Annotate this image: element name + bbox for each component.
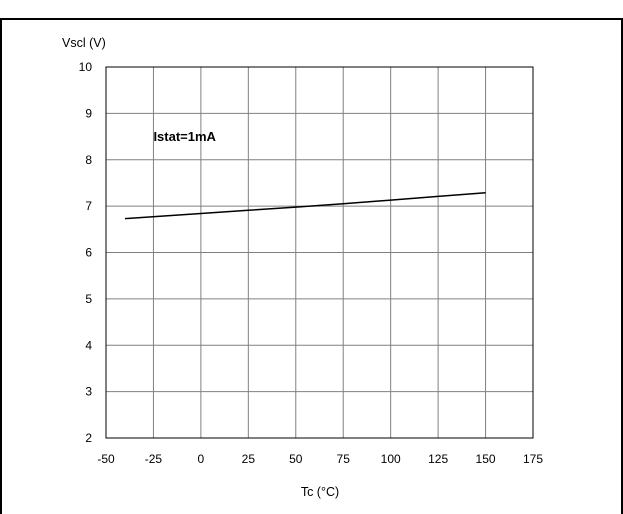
x-tick-label: 25	[242, 452, 256, 466]
x-tick-label: 125	[428, 452, 448, 466]
x-tick-label: 175	[523, 452, 543, 466]
x-tick-label: 50	[289, 452, 303, 466]
figure-frame	[0, 18, 623, 514]
grid-lines	[105, 66, 534, 439]
x-tick-label: -25	[145, 452, 163, 466]
y-tick-label: 5	[85, 292, 92, 306]
y-tick-label: 2	[85, 431, 92, 445]
plot-area	[105, 66, 534, 439]
y-tick-label: 10	[79, 60, 93, 74]
x-axis-title: Tc (°C)	[301, 485, 339, 499]
y-axis-title: Vscl (V)	[62, 36, 106, 50]
x-tick-label: 0	[198, 452, 205, 466]
y-axis: 2 3 4 5 6 7 8 9 10	[79, 60, 93, 445]
x-tick-label: -50	[97, 452, 115, 466]
x-tick-label: 100	[381, 452, 401, 466]
series-group	[124, 191, 486, 220]
y-tick-label: 7	[85, 199, 92, 213]
annotation-label: Istat=1mA	[153, 129, 216, 144]
annotations: Istat=1mA	[153, 129, 216, 144]
series-line-1	[124, 191, 486, 220]
y-tick-label: 8	[85, 153, 92, 167]
y-tick-label: 4	[85, 338, 92, 352]
y-tick-label: 6	[85, 246, 92, 260]
x-tick-label: 150	[476, 452, 496, 466]
y-tick-label: 9	[85, 106, 92, 120]
x-axis: -50 -25 0 25 50 75 100 125 150 175	[97, 452, 543, 466]
y-tick-label: 3	[85, 385, 92, 399]
x-tick-label: 75	[337, 452, 351, 466]
